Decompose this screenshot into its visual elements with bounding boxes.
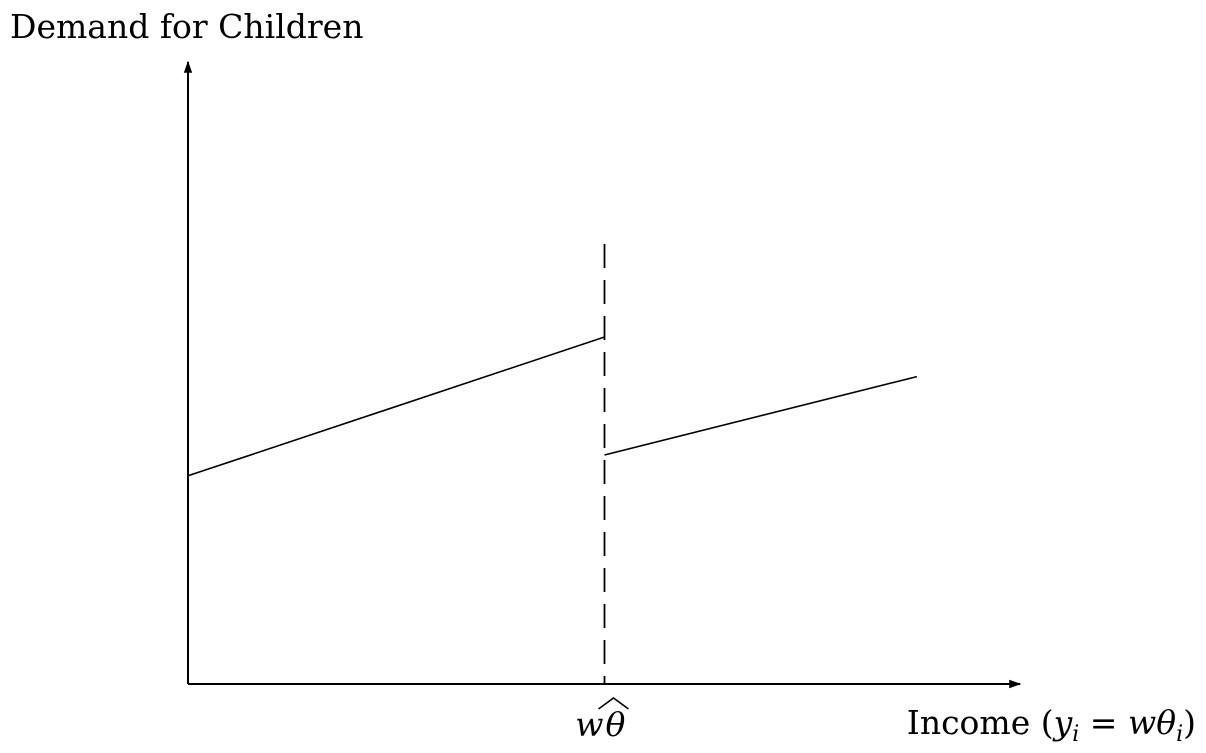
x-axis-label-equals: = [1079, 703, 1128, 742]
series-line-low-income [187, 336, 605, 477]
x-axis-label: Income (yi = wθi) [907, 703, 1196, 747]
threshold-label-theta: θ [606, 705, 626, 744]
y-axis-label: Demand for Children [10, 7, 363, 46]
threshold-label-hat [598, 697, 629, 710]
series-line-high-income [604, 375, 918, 456]
x-axis-label-suffix: ) [1183, 703, 1196, 742]
x-axis-label-prefix: Income ( [907, 703, 1054, 742]
threshold-label: w θ [575, 697, 629, 744]
x-axis-label-w: w [1128, 703, 1156, 742]
x-axis-label-theta: θ [1156, 703, 1176, 742]
threshold-label-w: w [575, 705, 603, 744]
x-axis-label-theta-sub: i [1176, 722, 1183, 747]
x-axis-label-y: y [1052, 703, 1073, 742]
x-axis-label-y-sub: i [1072, 722, 1079, 747]
